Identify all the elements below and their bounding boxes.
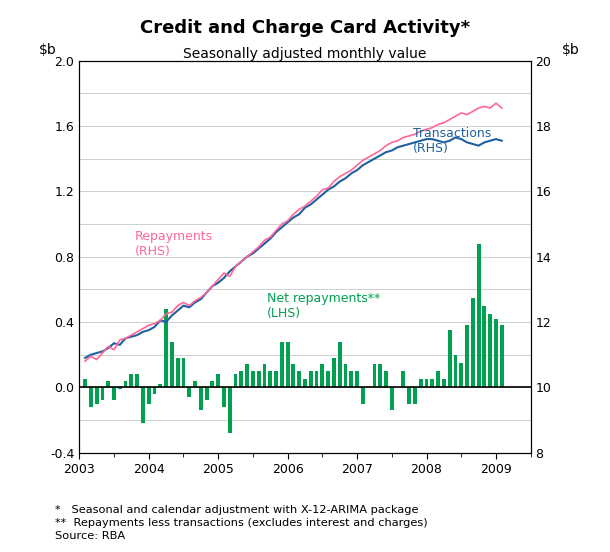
Bar bbox=[465, 325, 469, 388]
Bar bbox=[285, 342, 290, 388]
Bar bbox=[262, 364, 267, 388]
Text: Credit and Charge Card Activity*: Credit and Charge Card Activity* bbox=[140, 19, 470, 38]
Bar bbox=[384, 371, 388, 388]
Text: *   Seasonal and calendar adjustment with X-12-ARIMA package: * Seasonal and calendar adjustment with … bbox=[55, 505, 418, 515]
Bar bbox=[118, 388, 122, 389]
Bar bbox=[228, 388, 232, 433]
Bar bbox=[129, 374, 133, 388]
Bar bbox=[292, 364, 295, 388]
Text: Transactions
(RHS): Transactions (RHS) bbox=[412, 127, 491, 155]
Bar bbox=[476, 243, 481, 388]
Bar bbox=[401, 371, 405, 388]
Bar bbox=[483, 306, 486, 388]
Text: Source: RBA: Source: RBA bbox=[55, 531, 125, 541]
Bar bbox=[453, 354, 458, 388]
Bar bbox=[442, 379, 446, 388]
Bar bbox=[332, 358, 336, 388]
Bar bbox=[500, 325, 504, 388]
Bar bbox=[210, 381, 214, 388]
Bar bbox=[124, 381, 127, 388]
Bar bbox=[373, 364, 376, 388]
Text: Repayments
(RHS): Repayments (RHS) bbox=[135, 230, 213, 258]
Bar bbox=[251, 371, 255, 388]
Bar bbox=[274, 371, 278, 388]
Text: $b: $b bbox=[38, 43, 56, 57]
Bar bbox=[176, 358, 179, 388]
Bar bbox=[488, 314, 492, 388]
Bar bbox=[407, 388, 411, 404]
Bar bbox=[83, 379, 87, 388]
Bar bbox=[413, 388, 417, 404]
Bar bbox=[89, 388, 93, 407]
Bar bbox=[95, 388, 99, 404]
Bar bbox=[187, 388, 191, 397]
Bar bbox=[106, 381, 110, 388]
Bar bbox=[135, 374, 139, 388]
Bar bbox=[141, 388, 145, 423]
Title: Seasonally adjusted monthly value: Seasonally adjusted monthly value bbox=[184, 47, 426, 61]
Bar bbox=[152, 388, 156, 394]
Bar bbox=[222, 388, 226, 407]
Bar bbox=[170, 342, 174, 388]
Bar bbox=[355, 371, 359, 388]
Bar bbox=[309, 371, 313, 388]
Bar bbox=[280, 342, 284, 388]
Bar bbox=[431, 379, 434, 388]
Bar bbox=[297, 371, 301, 388]
Bar bbox=[315, 371, 318, 388]
Bar bbox=[101, 388, 104, 400]
Bar bbox=[320, 364, 325, 388]
Bar bbox=[159, 384, 162, 388]
Bar bbox=[234, 374, 237, 388]
Bar bbox=[494, 319, 498, 388]
Bar bbox=[350, 371, 353, 388]
Bar bbox=[425, 379, 428, 388]
Bar bbox=[436, 371, 440, 388]
Bar bbox=[268, 371, 272, 388]
Bar bbox=[419, 379, 423, 388]
Bar bbox=[257, 371, 260, 388]
Text: **  Repayments less transactions (excludes interest and charges): ** Repayments less transactions (exclude… bbox=[55, 518, 428, 528]
Bar bbox=[303, 379, 307, 388]
Bar bbox=[471, 298, 475, 388]
Bar bbox=[361, 388, 365, 404]
Bar bbox=[239, 371, 243, 388]
Bar bbox=[459, 363, 463, 388]
Bar bbox=[338, 342, 342, 388]
Bar bbox=[448, 330, 451, 388]
Bar bbox=[217, 374, 220, 388]
Bar bbox=[182, 358, 185, 388]
Bar bbox=[378, 364, 382, 388]
Text: $b: $b bbox=[562, 43, 580, 57]
Bar bbox=[390, 388, 393, 410]
Bar bbox=[199, 388, 203, 410]
Bar bbox=[164, 309, 168, 388]
Bar bbox=[245, 364, 249, 388]
Bar bbox=[343, 364, 348, 388]
Text: Net repayments**
(LHS): Net repayments** (LHS) bbox=[267, 291, 380, 320]
Bar bbox=[112, 388, 116, 400]
Bar bbox=[205, 388, 209, 400]
Bar bbox=[193, 381, 197, 388]
Bar bbox=[326, 371, 330, 388]
Bar bbox=[147, 388, 151, 404]
